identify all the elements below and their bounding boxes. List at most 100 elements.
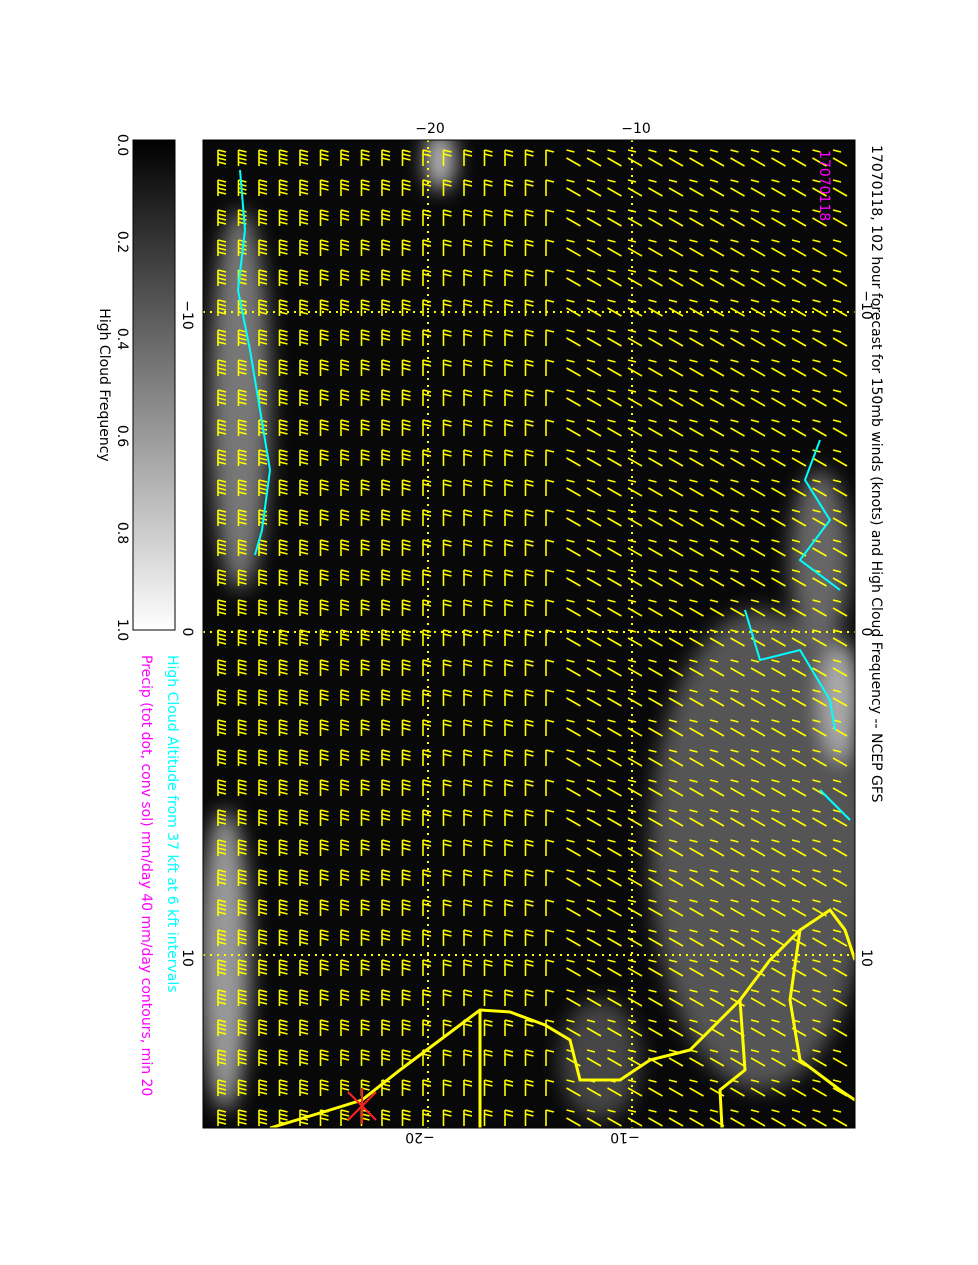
wind-barb bbox=[709, 389, 725, 407]
wind-barb bbox=[566, 689, 581, 707]
wind-barb bbox=[299, 1049, 309, 1066]
wind-barb bbox=[463, 1049, 473, 1066]
wind-barb bbox=[627, 239, 643, 257]
wind-barb bbox=[832, 839, 848, 857]
wind-barb bbox=[689, 779, 704, 797]
wind-barb bbox=[524, 269, 534, 286]
wind-barb bbox=[648, 1109, 663, 1127]
wind-barb bbox=[217, 659, 227, 676]
wind-barb bbox=[217, 299, 227, 316]
wind-barb bbox=[709, 509, 725, 527]
wind-barb bbox=[258, 479, 268, 496]
wind-barb bbox=[771, 839, 786, 857]
wind-barb bbox=[771, 209, 786, 227]
wind-barb bbox=[709, 959, 725, 977]
wind-barb bbox=[299, 509, 309, 526]
wind-barb bbox=[504, 299, 514, 316]
wind-barb bbox=[463, 359, 473, 376]
wind-barb bbox=[668, 239, 684, 257]
wind-barb bbox=[381, 329, 391, 346]
wind-barb bbox=[750, 749, 766, 767]
wind-barb bbox=[832, 1109, 848, 1127]
wind-barb bbox=[422, 599, 432, 616]
wind-barb bbox=[545, 719, 555, 736]
wind-barb bbox=[771, 479, 786, 497]
wind-barb bbox=[832, 239, 848, 257]
wind-barb bbox=[258, 959, 268, 976]
wind-barb bbox=[463, 719, 473, 736]
wind-barb bbox=[504, 779, 514, 796]
wind-barb bbox=[504, 689, 514, 706]
wind-barb bbox=[709, 1049, 725, 1067]
wind-barb bbox=[360, 389, 370, 406]
wind-barb bbox=[381, 989, 391, 1006]
wind-barb bbox=[607, 869, 622, 887]
wind-barb bbox=[791, 479, 807, 497]
wind-barb bbox=[607, 749, 622, 767]
wind-barb bbox=[299, 599, 309, 616]
wind-barb bbox=[730, 629, 745, 647]
wind-barb bbox=[381, 539, 391, 556]
wind-barb bbox=[607, 1109, 622, 1127]
wind-barb bbox=[545, 509, 555, 526]
wind-barb bbox=[299, 479, 309, 496]
wind-barb bbox=[258, 569, 268, 586]
wind-barb bbox=[586, 959, 602, 977]
wind-barb bbox=[483, 1109, 493, 1126]
wind-barb bbox=[278, 779, 288, 796]
wind-barb bbox=[771, 989, 786, 1007]
wind-barb bbox=[483, 899, 493, 916]
wind-barb bbox=[504, 569, 514, 586]
legend-text: Precip (tot dot, conv sol) mm/day 40 mm/… bbox=[138, 655, 154, 1096]
wind-barb bbox=[566, 1019, 581, 1037]
wind-barb bbox=[627, 359, 643, 377]
colorbar-tick-label: 0.4 bbox=[114, 328, 130, 350]
wind-barb bbox=[360, 209, 370, 226]
wind-barb bbox=[750, 1079, 766, 1097]
wind-barb bbox=[791, 149, 807, 167]
wind-barb bbox=[566, 359, 581, 377]
wind-barb bbox=[258, 209, 268, 226]
wind-barb bbox=[771, 239, 786, 257]
wind-barb bbox=[771, 869, 786, 887]
wind-barb bbox=[689, 329, 704, 347]
wind-barb bbox=[545, 239, 555, 256]
wind-barb bbox=[586, 509, 602, 527]
wind-barb bbox=[689, 269, 704, 287]
wind-barb bbox=[237, 1079, 247, 1096]
wind-barb bbox=[442, 359, 452, 376]
wind-barb bbox=[524, 389, 534, 406]
wind-barb bbox=[750, 389, 766, 407]
wind-barb bbox=[360, 809, 370, 826]
wind-barb bbox=[463, 389, 473, 406]
wind-barb bbox=[524, 779, 534, 796]
wind-barb bbox=[750, 719, 766, 737]
wind-barb bbox=[524, 599, 534, 616]
wind-barb bbox=[217, 269, 227, 286]
wind-barb bbox=[237, 509, 247, 526]
wind-barb bbox=[483, 479, 493, 496]
wind-barb bbox=[607, 839, 622, 857]
wind-barb bbox=[504, 929, 514, 946]
wind-barb bbox=[504, 719, 514, 736]
wind-barb bbox=[648, 809, 663, 827]
wind-barb bbox=[545, 539, 555, 556]
wind-barb bbox=[319, 929, 329, 946]
wind-barb bbox=[668, 809, 684, 827]
wind-barb bbox=[771, 329, 786, 347]
wind-barb bbox=[504, 839, 514, 856]
wind-barbs bbox=[217, 149, 848, 1127]
wind-barb bbox=[730, 329, 745, 347]
wind-barb bbox=[545, 869, 555, 886]
wind-barb bbox=[524, 959, 534, 976]
wind-barb bbox=[524, 239, 534, 256]
wind-barb bbox=[237, 989, 247, 1006]
wind-barb bbox=[832, 389, 848, 407]
wind-barb bbox=[750, 659, 766, 677]
wind-barb bbox=[689, 809, 704, 827]
wind-barb bbox=[668, 329, 684, 347]
wind-barb bbox=[545, 299, 555, 316]
wind-barb bbox=[217, 689, 227, 706]
contour-line bbox=[744, 609, 836, 731]
wind-barb bbox=[442, 269, 452, 286]
